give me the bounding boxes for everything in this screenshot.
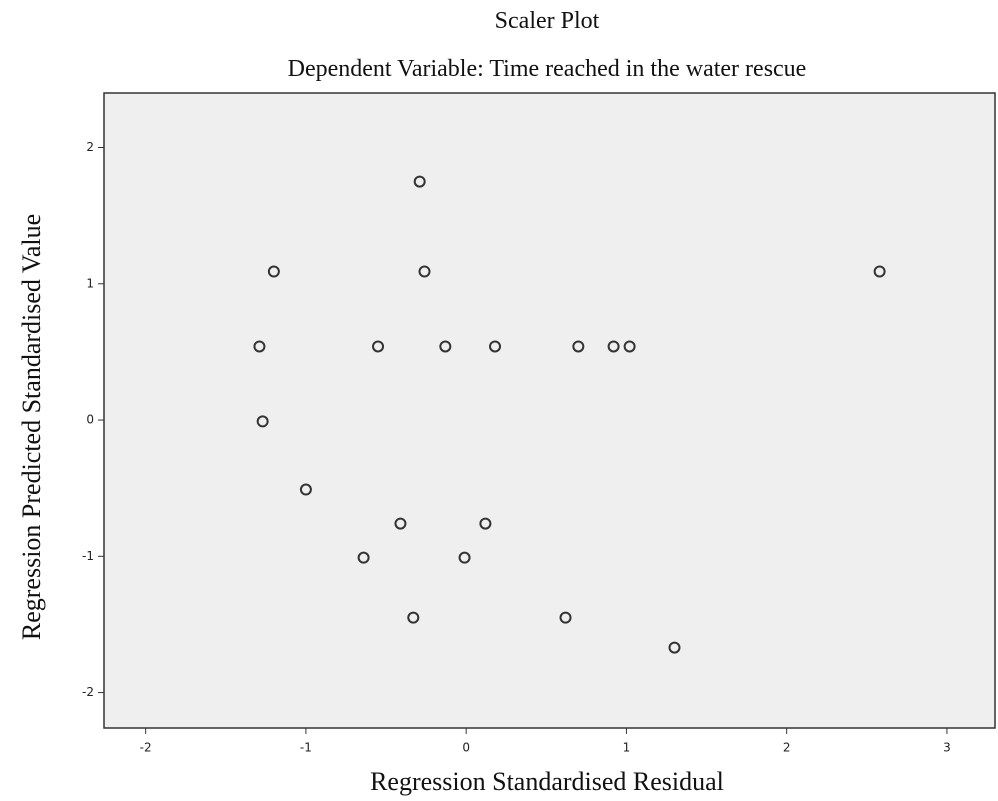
y-tick-label: -1 (82, 549, 94, 563)
point (267, 265, 280, 278)
x-tick-label: 1 (623, 741, 631, 755)
point (299, 483, 312, 496)
point (607, 340, 620, 353)
point (418, 265, 431, 278)
y-tick-label: 2 (86, 140, 94, 154)
point (357, 551, 370, 564)
point (407, 611, 420, 624)
y-tick-label: -2 (82, 685, 94, 699)
point (372, 340, 385, 353)
plot-area (103, 92, 996, 729)
y-tick-label: 0 (86, 413, 94, 427)
point (572, 340, 585, 353)
x-axis-label: Regression Standardised Residual (370, 767, 724, 796)
point (439, 340, 452, 353)
x-tick-label: -1 (300, 741, 312, 755)
x-tick-label: 2 (783, 741, 791, 755)
point (873, 265, 886, 278)
point (479, 517, 492, 530)
y-axis-label: Regression Predicted Standardised Value (17, 214, 46, 640)
point (623, 340, 636, 353)
x-tick-label: -2 (140, 741, 152, 755)
point (458, 551, 471, 564)
point (413, 175, 426, 188)
point (489, 340, 502, 353)
point (394, 517, 407, 530)
y-tick-label: 1 (86, 276, 94, 290)
x-tick-label: 3 (943, 741, 951, 755)
x-tick-label: 0 (462, 741, 470, 755)
point (559, 611, 572, 624)
point (253, 340, 266, 353)
point (256, 415, 269, 428)
chart-title: Scaler Plot (495, 8, 600, 34)
chart-subtitle: Dependent Variable: Time reached in the … (288, 56, 807, 82)
point (668, 641, 681, 654)
